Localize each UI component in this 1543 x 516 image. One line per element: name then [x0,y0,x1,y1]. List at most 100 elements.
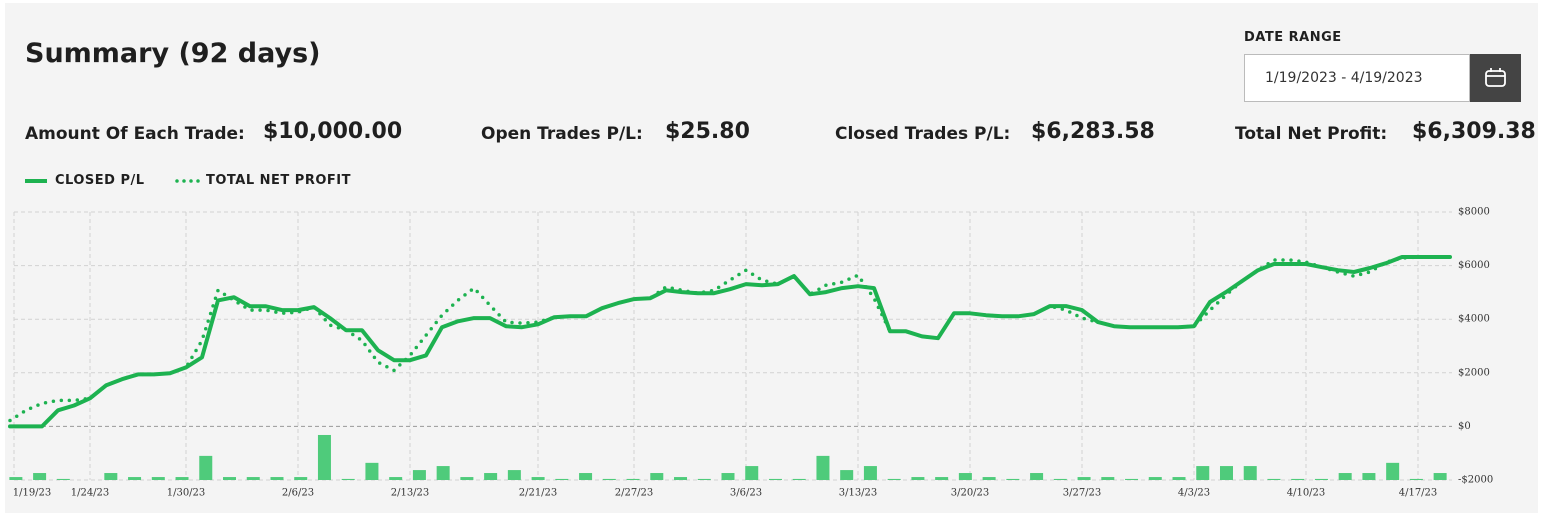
calendar-icon [1485,68,1506,87]
bar [436,466,450,480]
bar [1030,473,1044,480]
bar [341,478,355,480]
bar [863,466,877,480]
x-tick-label: 1/30/23 [167,488,206,499]
bar [674,477,688,480]
bar [294,477,308,480]
bar [175,477,189,480]
bar [721,473,735,480]
stat-label: Total Net Profit: [1235,124,1388,144]
x-tick-label: 4/10/23 [1287,488,1326,499]
x-tick-label: 4/17/23 [1399,488,1438,499]
bar [816,455,830,480]
bar [1433,473,1447,480]
x-tick-label: 1/19/23 [13,488,52,499]
legend-label[interactable]: TOTAL NET PROFIT [206,173,351,188]
x-tick-label: 1/24/23 [71,488,110,499]
y-tick-label: $0 [1458,421,1471,432]
bar [104,473,118,480]
bar [365,462,379,480]
stat-label: Amount Of Each Trade: [25,124,245,144]
stat-value: $25.80 [665,119,750,144]
bar [1338,473,1352,480]
bar [1267,478,1281,480]
bar [412,470,426,480]
bar [507,470,521,480]
x-tick-label: 2/6/23 [282,488,314,499]
series-line [8,255,1452,429]
bar [555,478,569,480]
stat-value: $10,000.00 [263,119,403,144]
stat-value: $6,309.38 [1412,119,1536,144]
y-tick-label: $2000 [1458,367,1490,378]
x-tick-label: 3/13/23 [839,488,878,499]
stat-label: Closed Trades P/L: [835,124,1011,144]
bar [246,477,260,480]
bar [317,434,331,480]
x-tick-label: 3/27/23 [1063,488,1102,499]
x-tick-label: 3/20/23 [951,488,990,499]
x-tick-label: 4/3/23 [1178,488,1210,499]
bar [484,473,498,480]
bar [223,477,237,480]
bar [1148,477,1162,480]
bar [1219,466,1233,480]
bar [768,478,782,480]
bar [128,477,142,480]
y-tick-label: $6000 [1458,260,1490,271]
bar [531,477,545,480]
legend-label[interactable]: CLOSED P/L [55,173,145,188]
bar [697,478,711,480]
bar [1386,462,1400,480]
x-tick-label: 2/13/23 [391,488,430,499]
bar [1125,478,1139,480]
x-tick-label: 2/27/23 [615,488,654,499]
y-tick-label: -$2000 [1458,475,1493,486]
bar [1006,478,1020,480]
bar [389,477,403,480]
bar [1196,466,1210,480]
calendar-button[interactable] [1470,54,1521,102]
bar [887,478,901,480]
bar [958,473,972,480]
title: Summary (92 days) [25,38,321,69]
bar [56,478,70,480]
bar [792,478,806,480]
bar [199,455,213,480]
bar [1172,477,1186,480]
x-tick-label: 3/6/23 [730,488,762,499]
bar [602,478,616,480]
bar [626,478,640,480]
bar [9,477,23,480]
bar [1314,478,1328,480]
bar [982,477,996,480]
y-tick-label: $8000 [1458,207,1490,218]
bar [1362,473,1376,480]
bar [1077,477,1091,480]
bar [270,477,284,480]
bar [33,473,47,480]
bar [840,470,854,480]
legend-swatch [25,179,47,183]
date-range-input[interactable]: 1/19/2023 - 4/19/2023 [1244,54,1470,102]
bar [151,477,165,480]
legend-swatch [175,179,201,183]
date-range-label: DATE RANGE [1244,30,1342,45]
bar [1053,478,1067,480]
bar [935,477,949,480]
bar [745,466,759,480]
stat-label: Open Trades P/L: [481,124,643,144]
y-tick-label: $4000 [1458,314,1490,325]
series-line [8,255,1452,423]
bar [1243,466,1257,480]
bar [1101,477,1115,480]
x-tick-label: 2/21/23 [519,488,558,499]
bar [650,473,664,480]
bar [460,477,474,480]
chart: -$2000 $0 $2000 $4000 $6000 $8000 1/19/23 1/24/… [8,207,1493,499]
stat-value: $6,283.58 [1031,119,1155,144]
bar [911,477,925,480]
bar [1409,478,1423,480]
bar [1291,478,1305,480]
